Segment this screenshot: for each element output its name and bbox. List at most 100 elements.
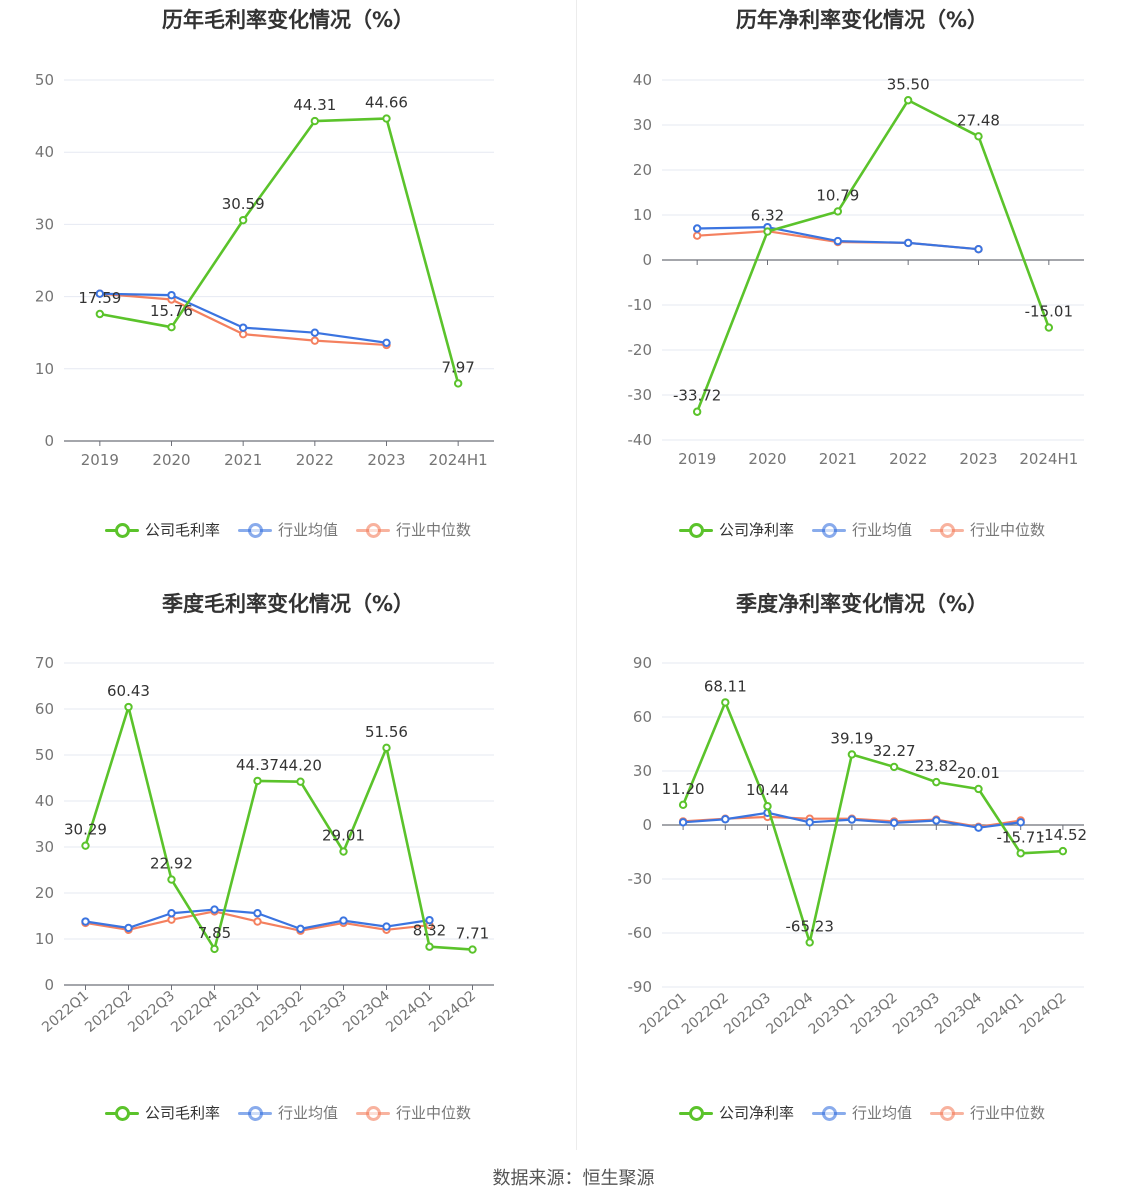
x-tick-label: 2023Q3 (297, 988, 350, 1036)
data-point (382, 338, 391, 348)
legend-item-industry_median[interactable]: 行业中位数 (356, 1102, 471, 1123)
annual-net-margin-chart: 历年净利率变化情况（%） -40 -30 -20 -10 0 10 20 30 40 2019 20… (577, 0, 1147, 575)
series-line (84, 705, 473, 951)
y-tick-label: 60 (633, 708, 652, 726)
data-point (253, 909, 262, 918)
legend-item-industry_avg[interactable]: 行业均值 (811, 1102, 912, 1123)
series-company (95, 114, 463, 388)
legend-item-industry_median[interactable]: 行业中位数 (930, 1102, 1045, 1123)
data-label: 44.37 (236, 756, 279, 774)
data-point (692, 224, 702, 233)
y-tick-label: 40 (633, 71, 652, 89)
line-circle-marker-icon (811, 1105, 846, 1121)
line-circle-marker-icon (237, 1105, 272, 1121)
x-tick-label: 2023Q1 (211, 988, 264, 1036)
data-label: 23.82 (915, 757, 958, 775)
data-point (805, 938, 814, 947)
data-label: 60.43 (107, 682, 150, 700)
x-tick-label: 2021 (224, 451, 262, 469)
y-tick-label: 10 (35, 360, 54, 378)
x-tick-label: 2022Q3 (721, 990, 774, 1038)
x-tick-label: 2022 (296, 451, 334, 469)
data-point (167, 323, 176, 332)
y-tick-label: 20 (633, 161, 652, 179)
data-point (974, 132, 983, 141)
data-point (238, 215, 248, 225)
line-circle-marker-icon (930, 1105, 964, 1121)
legend-item-industry_avg[interactable]: 行业均值 (237, 1102, 338, 1123)
legend-item-industry_median[interactable]: 行业中位数 (930, 519, 1045, 540)
data-point (453, 379, 463, 388)
data-source-note: 数据来源：恒生聚源 (492, 1168, 655, 1189)
x-tick-label: 2022Q1 (39, 988, 92, 1036)
data-point (310, 328, 320, 337)
data-point (124, 702, 133, 712)
data-point (903, 238, 913, 248)
y-tick-label: 10 (633, 206, 652, 224)
data-point (889, 818, 899, 828)
line-circle-marker-icon (678, 522, 713, 538)
quarterly-gross-margin-chart: 季度毛利率变化情况（%） 0 10 20 30 40 50 60 70 2022Q1 2022Q2… (0, 580, 576, 1150)
data-point (889, 762, 899, 772)
data-point (124, 923, 133, 933)
x-tick-label: 2020 (152, 451, 190, 469)
x-tick-label: 2024Q1 (383, 988, 436, 1036)
legend-item-company[interactable]: 公司毛利率 (104, 1102, 220, 1123)
data-label: 44.66 (365, 94, 408, 112)
y-tick-label: -30 (628, 386, 653, 404)
data-label: 44.20 (279, 757, 322, 775)
x-tick-label: 2023Q2 (848, 990, 901, 1038)
chart-legend: 公司毛利率 行业均值 行业中位数 (0, 1102, 576, 1123)
data-label: 15.76 (150, 302, 193, 320)
data-label: 10.44 (746, 781, 789, 799)
y-tick-label: 70 (35, 654, 54, 672)
chart-plot: -40 -30 -20 -10 0 10 20 30 40 2019 2020 2021 2022 202… (628, 71, 1084, 468)
y-tick-label: 20 (35, 884, 54, 902)
data-point (932, 777, 941, 787)
data-point (310, 116, 320, 126)
line-circle-marker-icon (356, 1105, 390, 1121)
legend-item-industry_avg[interactable]: 行业均值 (237, 519, 338, 540)
data-point (167, 290, 176, 300)
data-point (238, 323, 248, 332)
data-point (833, 207, 843, 216)
data-label: 8.32 (413, 922, 446, 940)
data-point (974, 823, 983, 832)
data-point (847, 750, 857, 759)
chart-plot: -90 -60 -30 0 30 60 90 2022Q12022Q22022Q32022Q4… (628, 654, 1088, 1038)
data-label: 20.01 (957, 764, 1000, 782)
x-tick-label: 2024H1 (1019, 450, 1078, 468)
data-point (210, 944, 219, 954)
data-label: -33.72 (673, 387, 721, 405)
legend-item-industry_avg[interactable]: 行业均值 (811, 519, 912, 540)
legend-item-company[interactable]: 公司净利率 (678, 1102, 794, 1123)
y-tick-label: 30 (35, 838, 54, 856)
data-point (468, 945, 477, 954)
data-point (833, 236, 843, 246)
data-point (253, 917, 262, 926)
y-tick-label: 30 (35, 215, 54, 233)
legend-item-company[interactable]: 公司毛利率 (104, 519, 220, 540)
data-label: 17.59 (78, 289, 121, 307)
y-tick-label: 50 (35, 746, 54, 764)
data-point (339, 847, 348, 856)
data-label: 7.85 (198, 924, 231, 942)
legend-item-company[interactable]: 公司净利率 (678, 519, 794, 540)
legend-label: 行业中位数 (970, 521, 1046, 539)
y-tick-label: -90 (628, 978, 653, 996)
y-tick-label: 0 (642, 816, 652, 834)
data-point (382, 114, 391, 123)
chart-title: 历年毛利率变化情况（%） (161, 8, 415, 32)
chart-legend: 公司净利率 行业均值 行业中位数 (577, 519, 1147, 540)
data-point (167, 915, 176, 924)
data-labels: -33.72 6.32 10.79 35.50 27.48 -15.01 (673, 75, 1073, 404)
legend-item-industry_median[interactable]: 行业中位数 (356, 519, 471, 540)
x-tick-label: 2019 (678, 450, 716, 468)
chart-title: 季度净利率变化情况（%） (735, 592, 989, 616)
data-point (296, 777, 305, 786)
data-label: 6.32 (751, 207, 784, 225)
data-point (167, 875, 176, 884)
panel-divider (576, 0, 577, 1150)
series-line (99, 117, 460, 384)
data-point (974, 784, 983, 794)
